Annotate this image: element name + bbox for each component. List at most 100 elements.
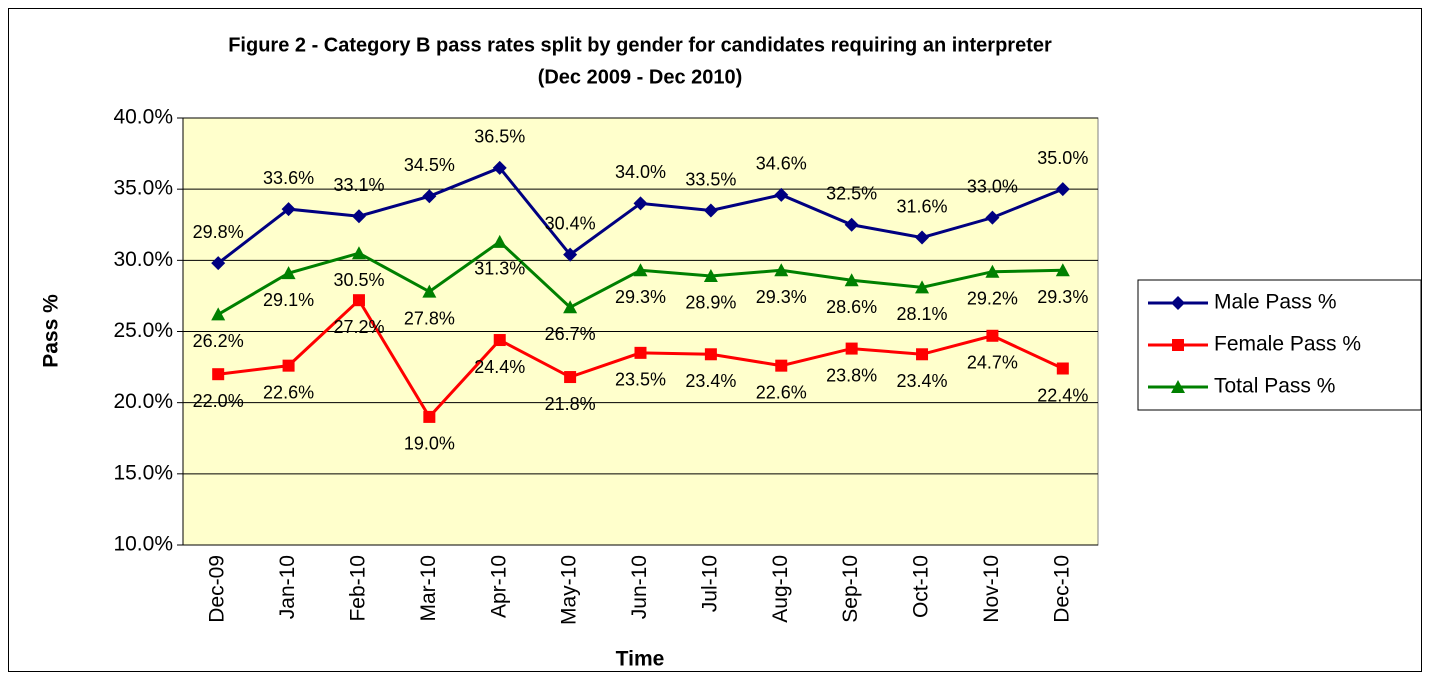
marker: [422, 284, 437, 298]
marker: [564, 371, 577, 384]
marker: [633, 263, 648, 277]
marker: [844, 217, 859, 232]
data-label: 30.5%: [333, 270, 384, 290]
marker: [774, 263, 789, 277]
marker: [985, 210, 1000, 225]
marker: [915, 280, 930, 294]
data-label: 36.5%: [474, 127, 525, 147]
y-tick-label: 15.0%: [113, 461, 173, 484]
marker: [351, 209, 366, 224]
x-tick-label: Apr-10: [487, 555, 510, 618]
data-label: 24.4%: [474, 357, 525, 377]
marker: [1055, 182, 1070, 197]
data-label: 34.6%: [756, 154, 807, 174]
marker: [704, 348, 717, 361]
marker: [916, 348, 929, 361]
x-tick-label: Oct-10: [910, 555, 933, 618]
chart-subtitle: (Dec 2009 - Dec 2010): [538, 66, 743, 88]
x-tick-label: Feb-10: [347, 555, 370, 622]
y-tick-label: 20.0%: [113, 390, 173, 413]
marker: [282, 359, 295, 372]
data-label: 33.6%: [263, 168, 314, 188]
marker: [563, 300, 578, 314]
marker: [493, 334, 506, 347]
marker: [281, 266, 296, 280]
legend-label: Male Pass %: [1214, 291, 1337, 314]
marker: [352, 294, 365, 307]
data-label: 29.3%: [615, 287, 666, 307]
marker: [1056, 362, 1069, 375]
x-axis-label: Time: [616, 648, 665, 671]
marker: [492, 160, 507, 175]
data-label: 23.5%: [615, 370, 666, 390]
data-label: 21.8%: [545, 394, 596, 414]
data-label: 31.6%: [897, 196, 948, 216]
y-tick-label: 25.0%: [113, 319, 173, 342]
data-label: 32.5%: [826, 184, 877, 204]
marker: [775, 359, 788, 372]
marker: [351, 246, 366, 260]
data-label: 33.0%: [967, 176, 1018, 196]
x-tick-label: Sep-10: [839, 555, 862, 623]
marker: [703, 268, 718, 282]
x-tick-label: May-10: [558, 555, 581, 625]
legend-label: Total Pass %: [1214, 375, 1335, 398]
x-tick-label: Jul-10: [698, 555, 721, 612]
data-label: 26.7%: [545, 324, 596, 344]
marker: [422, 189, 437, 204]
data-label: 35.0%: [1037, 148, 1088, 168]
data-label: 34.0%: [615, 162, 666, 182]
marker: [1055, 263, 1070, 277]
data-label: 31.3%: [474, 259, 525, 279]
x-tick-label: Jan-10: [276, 555, 299, 619]
marker: [281, 202, 296, 217]
marker: [633, 196, 648, 211]
y-tick-label: 40.0%: [113, 106, 173, 129]
data-label: 23.8%: [826, 365, 877, 385]
y-tick-label: 10.0%: [113, 533, 173, 556]
legend-marker: [1172, 339, 1184, 351]
data-label: 27.8%: [404, 308, 455, 328]
legend-marker: [1171, 296, 1185, 310]
data-label: 29.2%: [967, 288, 1018, 308]
data-label: 28.1%: [897, 304, 948, 324]
marker: [845, 342, 858, 355]
marker: [985, 264, 1000, 278]
data-label: 29.3%: [756, 287, 807, 307]
data-label: 33.1%: [333, 175, 384, 195]
data-label: 29.8%: [193, 222, 244, 242]
data-label: 27.2%: [333, 317, 384, 337]
y-tick-label: 35.0%: [113, 177, 173, 200]
marker: [211, 256, 226, 271]
y-axis-label: Pass %: [40, 294, 63, 368]
legend-marker: [1171, 380, 1185, 393]
data-label: 33.5%: [685, 169, 736, 189]
marker: [844, 273, 859, 287]
data-label: 28.6%: [826, 297, 877, 317]
x-tick-label: Dec-09: [206, 555, 229, 623]
data-label: 29.3%: [1037, 287, 1088, 307]
data-label: 26.2%: [193, 331, 244, 351]
data-label: 28.9%: [685, 293, 736, 313]
x-tick-label: Aug-10: [769, 555, 792, 623]
marker: [212, 368, 225, 381]
x-tick-label: Jun-10: [628, 555, 651, 619]
marker: [492, 234, 507, 248]
marker: [703, 203, 718, 218]
data-label: 22.4%: [1037, 385, 1088, 405]
data-label: 29.1%: [263, 290, 314, 310]
x-tick-label: Dec-10: [1050, 555, 1073, 623]
marker: [915, 230, 930, 245]
marker: [986, 329, 999, 342]
marker: [774, 187, 789, 202]
marker: [423, 410, 436, 423]
marker: [211, 307, 226, 321]
data-label: 23.4%: [897, 371, 948, 391]
data-label: 22.6%: [756, 382, 807, 402]
marker: [563, 247, 578, 262]
data-label: 22.0%: [193, 391, 244, 411]
data-label: 23.4%: [685, 371, 736, 391]
y-tick-label: 30.0%: [113, 248, 173, 271]
